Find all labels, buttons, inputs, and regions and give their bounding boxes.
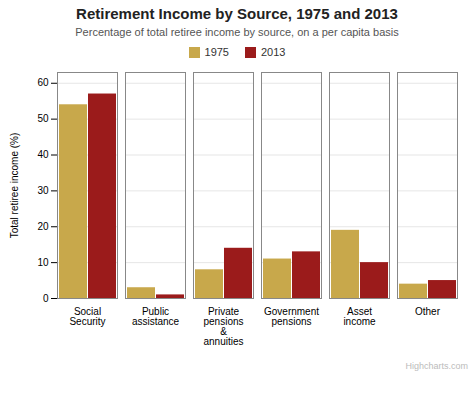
html-text:2013: 2013 [261, 46, 286, 58]
svg-text:Governmentpensions: Governmentpensions [264, 306, 319, 327]
svg-text:Publicassistance: Publicassistance [132, 306, 180, 327]
html-text:Highcharts.com: Highcharts.com [405, 361, 468, 371]
html-text:1975: 1975 [204, 46, 229, 58]
svg-text:Total retiree income (%): Total retiree income (%) [9, 133, 20, 239]
svg-text:Other: Other [415, 306, 441, 317]
svg-text:Assetincome: Assetincome [343, 306, 376, 327]
svg-text:60: 60 [37, 77, 49, 88]
svg-text:0: 0 [43, 293, 49, 304]
svg-text:40: 40 [37, 149, 49, 160]
svg-text:50: 50 [37, 113, 49, 124]
svg-text:SocialSecurity: SocialSecurity [69, 306, 105, 327]
svg-text:20: 20 [37, 221, 49, 232]
svg-text:Privatepensions&annuities: Privatepensions&annuities [203, 306, 243, 347]
svg-text:30: 30 [37, 185, 49, 196]
html-text:Retirement Income by Source, 1: Retirement Income by Source, 1975 and 20… [76, 5, 398, 22]
html-text:Percentage of total retiree in: Percentage of total retiree income by so… [75, 26, 399, 38]
svg-text:10: 10 [37, 257, 49, 268]
